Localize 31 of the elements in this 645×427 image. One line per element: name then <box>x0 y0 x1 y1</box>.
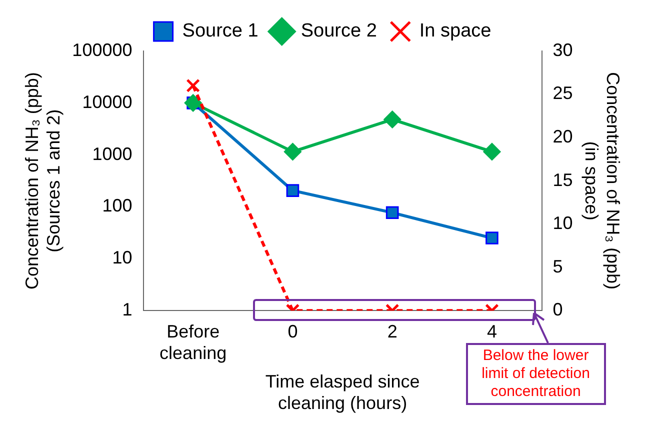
y2-tick-label: 30 <box>552 40 573 60</box>
y-tick-label: 100000 <box>72 40 132 60</box>
y2-axis-title: Concentration of NH₃ (ppb) (in space) <box>582 72 624 290</box>
point <box>384 110 402 128</box>
y2-tick-label: 0 <box>552 300 563 320</box>
point <box>483 142 501 160</box>
x-tick-label: 2 <box>387 321 398 342</box>
y2-tick-label: 15 <box>552 170 573 190</box>
x-axis-title: Time elasped since cleaning (hours) <box>265 372 420 414</box>
y-tick-label: 100 <box>102 196 132 216</box>
point <box>486 232 498 244</box>
y-tick-label: 10 <box>112 248 132 268</box>
text: Below the lower limit of detection concentration <box>466 342 606 405</box>
legend-label: In space <box>419 20 492 42</box>
y-axis-title: Concentration of NH₃ (ppb) (Sources 1 and 2) <box>22 72 64 290</box>
y2-tick-label: 25 <box>552 83 573 104</box>
x-tick-label: 0 <box>288 321 298 342</box>
x-tick-label: Before cleaning <box>160 321 227 363</box>
legend-label: Source 2 <box>300 20 377 42</box>
x-tick-label: 4 <box>486 321 497 342</box>
y-tick-label: 1 <box>122 300 132 320</box>
y-tick-label: 10000 <box>82 92 132 112</box>
y-tick-label: 1000 <box>92 144 132 164</box>
point <box>386 206 399 220</box>
point <box>286 184 300 197</box>
point <box>184 94 202 112</box>
point <box>284 142 302 160</box>
y2-tick-label: 10 <box>552 213 573 234</box>
y2-tick-label: 5 <box>552 256 563 276</box>
y2-tick-label: 20 <box>552 126 573 146</box>
legend-label: Source 1 <box>182 20 258 42</box>
